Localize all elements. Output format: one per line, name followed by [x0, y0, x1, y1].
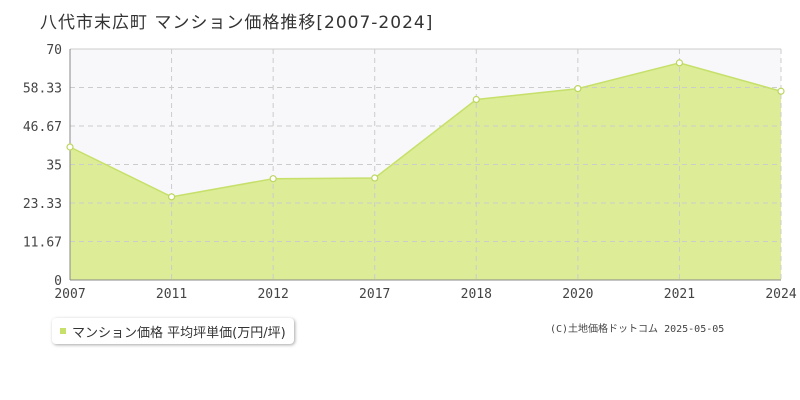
chart-plot: 0 11.67 23.33 35 46.67 58.33 70 2007 2011 2012 201… [23, 43, 797, 302]
data-point [574, 84, 582, 93]
data-point [269, 175, 277, 183]
y-tick-label: 46.67 [23, 120, 62, 135]
x-tick-label: 2021 [664, 287, 695, 302]
series-area [70, 62, 781, 280]
data-point [777, 87, 785, 95]
series-line [69, 62, 782, 198]
x-tick-label: 2007 [54, 287, 85, 302]
data-point [472, 95, 480, 104]
x-tick-label: 2020 [562, 287, 593, 302]
credit-text: (C)土地価格ドットコム 2025-05-05 [550, 324, 725, 335]
x-tick-label: 2017 [359, 287, 390, 302]
data-point [167, 193, 176, 201]
x-tick-label: 2024 [765, 287, 796, 302]
chart-title: 八代市末広町 マンション価格推移[2007-2024] [40, 13, 434, 33]
x-tick-label: 2018 [461, 287, 492, 302]
legend: マンション価格 平均坪単価(万円/坪) [52, 318, 294, 344]
data-point [675, 59, 684, 67]
data-point [371, 174, 379, 182]
y-tick-label: 11.67 [23, 235, 62, 250]
y-tick-label: 58.33 [23, 82, 62, 97]
legend-marker [60, 328, 66, 334]
y-tick-label: 0 [54, 274, 62, 289]
x-tick-label: 2012 [257, 287, 288, 302]
y-tick-label: 23.33 [23, 197, 62, 212]
y-tick-label: 70 [46, 43, 62, 58]
data-point [66, 143, 74, 151]
y-tick-label: 35 [46, 159, 62, 174]
x-tick-label: 2011 [156, 287, 187, 302]
legend-label: マンション価格 平均坪単価(万円/坪) [72, 325, 286, 341]
